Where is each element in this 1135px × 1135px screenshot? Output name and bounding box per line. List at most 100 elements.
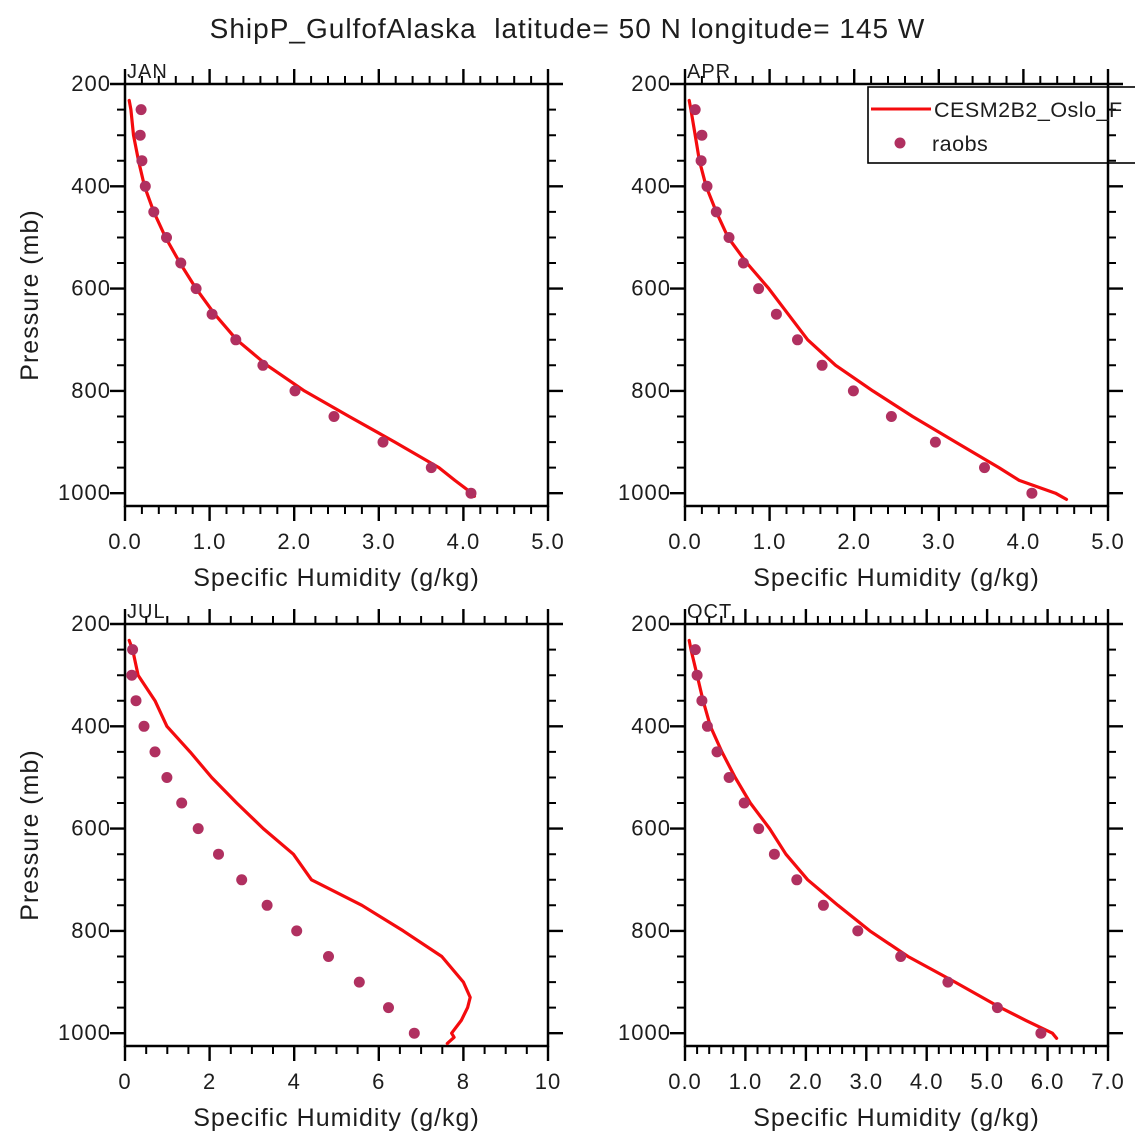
raobs-point (134, 129, 146, 141)
raobs-point (695, 155, 707, 167)
raobs-point (701, 720, 713, 732)
x-tick-label: 0 (118, 1069, 131, 1094)
legend-dot-sample (894, 137, 906, 149)
raobs-point (770, 308, 782, 320)
raobs-point (213, 848, 224, 860)
x-tick-label: 3.0 (922, 529, 956, 554)
y-axis-title: Pressure (mb) (16, 209, 44, 380)
raobs-point (328, 411, 340, 422)
y-tick-label: 800 (71, 378, 111, 403)
x-tick-label: 4.0 (447, 529, 481, 554)
y-tick-label: 200 (71, 71, 111, 96)
x-tick-label: 6 (372, 1069, 385, 1094)
x-tick-label: 3.0 (362, 529, 396, 554)
raobs-point (792, 334, 803, 346)
raobs-point (710, 206, 722, 218)
raobs-point (377, 436, 389, 448)
y-tick-label: 400 (71, 173, 111, 198)
raobs-point (696, 695, 708, 707)
major-ticks (110, 609, 563, 1061)
model-line (127, 638, 472, 1046)
x-tick-label: 0.0 (108, 529, 142, 554)
panel-oct: 200 400 600 800 1000 0.0 1.0 2.0 3.0 4.0 5.0 6.0 7.0… (618, 601, 1125, 1132)
raobs-point (161, 232, 172, 243)
y-tick-label: 200 (631, 611, 671, 636)
x-axis-title: Specific Humidity (g/kg) (193, 564, 480, 592)
raobs-point (138, 720, 150, 732)
x-tick-label: 1.0 (729, 1069, 763, 1094)
x-tick-label: 4 (288, 1069, 301, 1094)
panel-month-label: JUL (127, 601, 166, 623)
x-tick-label: 7.0 (1091, 1069, 1125, 1094)
y-tick-label: 1000 (58, 480, 111, 505)
x-tick-label: 1.0 (753, 529, 787, 554)
y-tick-label: 600 (71, 816, 111, 841)
raobs-point (852, 925, 864, 937)
raobs-point (737, 257, 749, 269)
y-tick-label: 200 (71, 611, 111, 636)
raobs-point (139, 180, 151, 192)
panel-month-label: JAN (127, 61, 168, 83)
y-tick-label: 1000 (618, 480, 671, 505)
x-tick-label: 5.0 (1091, 529, 1125, 554)
raobs-point (149, 746, 161, 758)
figure-title: ShipP_GulfofAlaska latitude= 50 N longit… (209, 13, 926, 44)
raobs-point (148, 206, 160, 218)
x-tick-label: 2.0 (837, 529, 871, 554)
minor-ticks (117, 76, 556, 514)
raobs-point (161, 772, 173, 783)
raobs-point (425, 462, 437, 474)
x-tick-label: 1.0 (193, 529, 227, 554)
raobs-point (696, 129, 708, 141)
x-axis-title: Specific Humidity (g/kg) (753, 1104, 1040, 1132)
major-ticks (670, 69, 1123, 521)
y-tick-label: 400 (71, 713, 111, 738)
raobs-point (1026, 487, 1038, 499)
raobs-point (929, 436, 941, 448)
x-tick-label: 2.0 (789, 1069, 823, 1094)
raobs-point (127, 644, 139, 656)
y-tick-label: 800 (631, 918, 671, 943)
plot-frame (683, 622, 1110, 1048)
raobs-point (723, 232, 735, 243)
x-tick-label: 2.0 (277, 529, 311, 554)
plot-frame (123, 82, 550, 508)
raobs-point (135, 104, 147, 116)
x-axis-title: Specific Humidity (g/kg) (193, 1104, 480, 1132)
raobs-point (1035, 1027, 1047, 1039)
minor-ticks (677, 616, 1116, 1054)
y-tick-label: 200 (631, 71, 671, 96)
raobs-point (323, 951, 334, 962)
raobs-point (190, 283, 202, 295)
raobs-point (408, 1027, 420, 1039)
plot-frame (123, 622, 550, 1048)
raobs-point (885, 411, 897, 422)
model-line (687, 638, 1059, 1040)
panel-month-label: OCT (687, 601, 732, 623)
x-axis-title: Specific Humidity (g/kg) (753, 564, 1040, 592)
legend-box (867, 86, 1135, 164)
raobs-point (895, 951, 907, 962)
raobs-point (711, 746, 723, 758)
legend-label-model: CESM2B2_Oslo_F (934, 98, 1123, 122)
y-axis-title: Pressure (mb) (16, 749, 44, 920)
panel-month-label: APR (687, 61, 731, 83)
x-tick-label: 5.0 (531, 529, 565, 554)
x-tick-label: 4.0 (1007, 529, 1041, 554)
y-tick-label: 600 (631, 276, 671, 301)
x-tick-label: 3.0 (849, 1069, 883, 1094)
raobs-point (126, 669, 138, 681)
y-tick-label: 600 (631, 816, 671, 841)
raobs-point (289, 385, 301, 397)
raobs-point (791, 874, 803, 886)
raobs-point (768, 848, 780, 860)
raobs-point (236, 874, 248, 886)
raobs-point (942, 976, 954, 988)
raobs-point (291, 925, 303, 937)
raobs-point (689, 644, 701, 656)
x-tick-label: 6.0 (1031, 1069, 1065, 1094)
raobs-point (206, 308, 218, 320)
y-tick-label: 800 (71, 918, 111, 943)
